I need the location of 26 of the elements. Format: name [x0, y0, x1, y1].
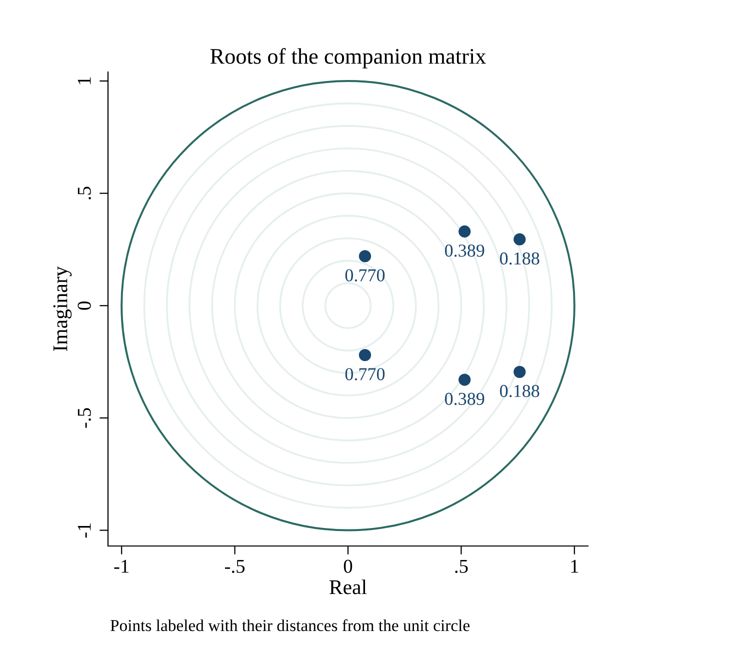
y-tick-label: -1	[78, 523, 91, 538]
y-tick-label: .5	[78, 186, 91, 200]
annotation: 0.389	[444, 244, 484, 257]
y-tick-label: 1	[78, 77, 91, 84]
point	[458, 225, 471, 238]
y-tick-label: -.5	[78, 408, 91, 428]
annotation: 0.188	[500, 384, 540, 398]
x-tick-label: .5	[455, 560, 468, 573]
x-tick-label: 0	[344, 560, 352, 573]
x-tick-label: -1	[114, 560, 129, 573]
point	[514, 233, 526, 246]
text: Points labeled with their distances from the unit circle	[110, 619, 470, 632]
y-axis-title: Imaginary	[53, 266, 72, 352]
annotation: 0.389	[444, 392, 484, 406]
chart-title: Roots of the companion matrix	[210, 48, 486, 68]
x-tick-label: -.5	[224, 560, 245, 573]
annotation: 0.188	[500, 252, 540, 265]
x-tick-label: 1	[571, 560, 578, 573]
x-axis-title: Real	[330, 580, 367, 594]
annotation: 0.770	[345, 269, 385, 282]
point	[514, 366, 526, 378]
point	[358, 348, 372, 362]
point	[458, 374, 471, 386]
annotation: 0.770	[345, 368, 385, 380]
point	[358, 250, 372, 262]
y-tick-label: 0	[78, 302, 91, 310]
